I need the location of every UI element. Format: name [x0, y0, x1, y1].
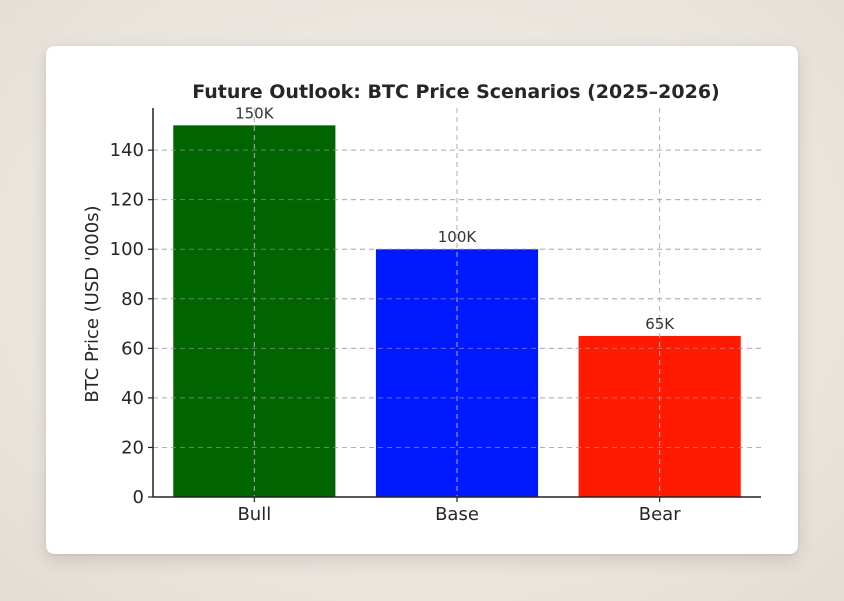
data-label: 100K — [438, 228, 478, 246]
y-tick-label: 120 — [110, 190, 144, 211]
grid-front-layer — [153, 108, 761, 497]
x-tick-label: Base — [435, 504, 479, 525]
y-tick-label: 0 — [133, 487, 144, 508]
chart-title: Future Outlook: BTC Price Scenarios (202… — [192, 81, 720, 103]
y-axis-label: BTC Price (USD '000s) — [82, 205, 103, 402]
y-tick-label: 80 — [121, 289, 144, 310]
data-label: 65K — [645, 315, 675, 333]
y-tick-label: 40 — [121, 388, 144, 409]
bar-layer — [173, 125, 741, 498]
y-tick-label: 140 — [110, 140, 144, 161]
data-label: 150K — [235, 104, 275, 122]
label-layer: 0 20 40 60 80 100 120 140 Bull 150K Base 100K Bear 65… — [110, 104, 682, 525]
x-tick-label: Bull — [237, 504, 271, 525]
axis-layer — [148, 108, 761, 502]
y-tick-label: 60 — [121, 338, 144, 359]
chart-card: Future Outlook: BTC Price Scenarios (202… — [46, 46, 798, 554]
bar-chart: Future Outlook: BTC Price Scenarios (202… — [82, 81, 761, 525]
y-tick-label: 100 — [110, 239, 144, 260]
y-tick-label: 20 — [121, 437, 144, 458]
x-tick-label: Bear — [639, 504, 681, 525]
